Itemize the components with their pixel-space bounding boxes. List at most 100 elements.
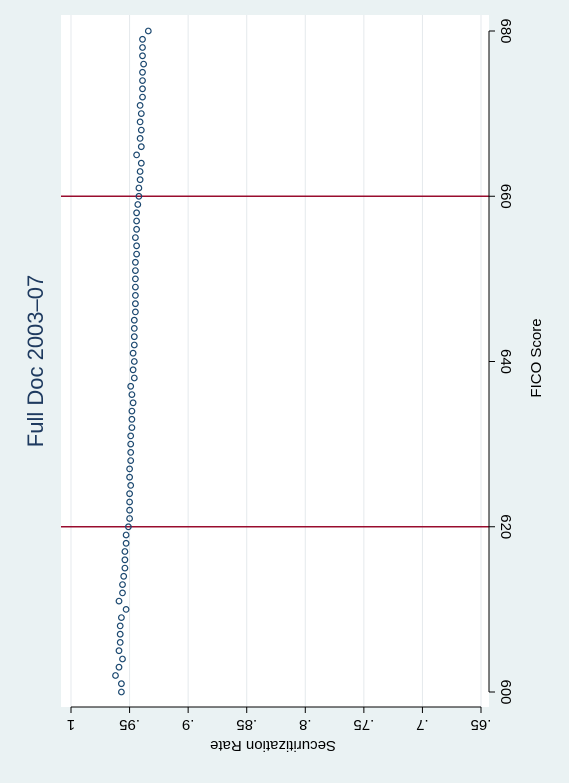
data-point: [131, 258, 139, 266]
data-point: [144, 27, 152, 35]
data-point: [130, 358, 138, 365]
data-point: [131, 308, 139, 316]
data-point: [129, 349, 137, 357]
data-point: [139, 44, 146, 51]
data-point: [133, 225, 141, 233]
data-point: [135, 184, 143, 192]
data-point: [136, 118, 144, 126]
data-point: [136, 134, 144, 142]
data-point: [115, 597, 123, 605]
data-point: [117, 688, 125, 696]
data-point: [129, 366, 137, 374]
data-points: [112, 27, 152, 696]
data-point: [119, 655, 126, 663]
data-point: [126, 465, 134, 473]
data-point: [120, 572, 128, 580]
y-axis-title: Securitization Rate: [210, 737, 336, 754]
data-point: [117, 680, 125, 688]
data-point: [133, 242, 141, 250]
x-tick-label: 660: [497, 184, 514, 209]
y-axis-title-group: Securitization Rate: [210, 737, 336, 754]
data-point: [127, 440, 135, 448]
data-point: [121, 548, 129, 555]
x-axis-title-group: FICO Score: [528, 318, 545, 397]
data-point: [127, 449, 135, 456]
data-point: [127, 382, 135, 390]
x-tick-label: 680: [497, 18, 514, 43]
data-point: [136, 168, 144, 175]
data-point: [121, 556, 129, 564]
data-point: [139, 52, 146, 60]
data-point: [119, 581, 126, 588]
data-point: [115, 647, 123, 655]
data-point: [139, 68, 146, 76]
data-point: [130, 333, 138, 341]
data-point: [134, 201, 142, 208]
data-point: [115, 663, 123, 671]
data-point: [137, 159, 145, 167]
x-tick-label: 600: [497, 679, 514, 704]
data-point: [139, 85, 146, 93]
data-point: [126, 498, 134, 506]
data-point: [116, 630, 124, 638]
data-point: [130, 316, 138, 324]
data-point: [126, 490, 134, 498]
data-point: [131, 283, 139, 291]
data-point: [130, 374, 138, 382]
data-point: [131, 275, 139, 283]
data-point: [136, 176, 144, 184]
data-point: [116, 639, 124, 646]
x-tick-label: 620: [497, 514, 514, 539]
data-point: [139, 93, 146, 101]
data-point: [139, 77, 146, 84]
data-point: [128, 391, 136, 399]
data-point: [137, 126, 145, 134]
x-tick-label: 640: [497, 349, 514, 374]
grid-layer: [70, 15, 482, 707]
data-point: [121, 564, 129, 572]
data-point: [126, 473, 134, 481]
data-point: [122, 606, 130, 613]
y-tick-label: 1: [67, 716, 75, 733]
data-point: [136, 101, 144, 109]
data-point: [127, 432, 135, 440]
data-point: [126, 515, 134, 522]
data-point: [128, 424, 136, 432]
data-point: [124, 523, 132, 531]
data-point: [137, 143, 145, 151]
data-point: [127, 457, 135, 465]
x-axis-title: FICO Score: [528, 318, 545, 397]
chart-title: Full Doc 2003–07: [23, 275, 48, 447]
reference-lines: [61, 195, 489, 528]
data-point: [131, 292, 139, 299]
y-tick-label: .9: [182, 716, 195, 733]
data-point: [128, 415, 136, 423]
data-point: [122, 531, 130, 539]
data-point: [133, 151, 141, 159]
data-point: [130, 325, 138, 332]
data-point: [133, 209, 141, 217]
data-point: [119, 589, 126, 597]
chart-title-group: Full Doc 2003–07: [23, 275, 48, 447]
data-point: [131, 267, 139, 275]
data-point: [127, 482, 135, 489]
data-point: [130, 341, 138, 349]
y-tick-label: .95: [119, 716, 140, 733]
data-point: [129, 399, 137, 407]
axis-layer: 600 620 640 660 680 .65 .7 .75 .8 .85 .9 .95 1: [67, 18, 514, 733]
data-point: [135, 192, 143, 200]
data-point: [140, 60, 148, 68]
data-point: [122, 539, 130, 547]
data-point: [131, 300, 139, 308]
data-point: [126, 506, 134, 514]
data-point: [116, 622, 124, 630]
y-tick-label: .85: [236, 716, 257, 733]
data-point: [133, 250, 141, 258]
data-point: [131, 234, 139, 242]
y-tick-label: .65: [471, 716, 492, 733]
y-tick-label: .75: [353, 716, 374, 733]
plot-area: [61, 15, 489, 707]
data-point: [139, 35, 146, 43]
data-point: [128, 407, 136, 415]
